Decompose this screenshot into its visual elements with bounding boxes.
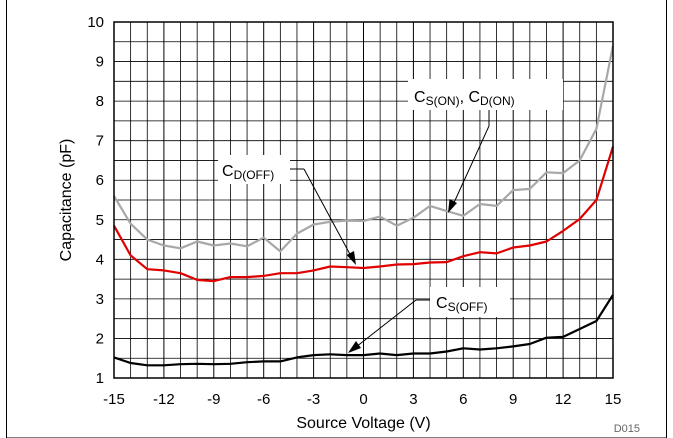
y-tick-label: 10 bbox=[87, 14, 104, 31]
annotation-soff-label: CS(OFF) bbox=[436, 295, 488, 314]
x-tick-label: 6 bbox=[459, 391, 467, 408]
annotation-on-box bbox=[408, 79, 563, 110]
annotation-on-sub2: D(ON) bbox=[480, 94, 515, 108]
x-tick-label: 9 bbox=[509, 391, 517, 408]
x-tick-label: -15 bbox=[103, 391, 125, 408]
annotation-doff-box bbox=[218, 155, 290, 184]
grid bbox=[114, 22, 613, 378]
y-tick-label: 6 bbox=[96, 172, 104, 189]
y-tick-label: 3 bbox=[96, 291, 104, 308]
annotation-on-sub1: S(ON) bbox=[426, 94, 460, 108]
annotation-on-sep: , bbox=[460, 89, 469, 106]
series-line-s-off bbox=[113, 294, 614, 367]
annotation-doff-label: CD(OFF) bbox=[222, 163, 274, 182]
annotation-doff-arrowhead bbox=[346, 251, 356, 265]
y-tick-label: 5 bbox=[96, 212, 104, 229]
annotation-soff-box bbox=[430, 287, 510, 317]
y-tick-label: 2 bbox=[96, 330, 104, 347]
x-axis-title: Source Voltage (V) bbox=[296, 415, 430, 432]
annotation-soff-arrow-line bbox=[355, 299, 417, 348]
figure-code: D015 bbox=[614, 423, 640, 435]
annotation-doff-arrow-line bbox=[303, 168, 353, 259]
annotation-on-c2: C bbox=[468, 89, 480, 106]
annotation-on-arrowhead bbox=[448, 199, 457, 213]
annotation-on-arrow-line bbox=[451, 125, 490, 208]
x-tick-labels: -15 -12 -9 -6 -3 0 3 6 9 12 15 bbox=[103, 391, 621, 408]
annotation-on-label: CS(ON), CD(ON) bbox=[414, 89, 515, 108]
plot-area-border bbox=[113, 21, 614, 379]
figure-border bbox=[6, 0, 667, 438]
annotation-doff-c: C bbox=[222, 163, 234, 180]
series-line-on bbox=[113, 45, 615, 253]
x-tick-label: -3 bbox=[307, 391, 320, 408]
x-tick-label: -6 bbox=[257, 391, 270, 408]
annotation-soff: CS(OFF) bbox=[348, 287, 510, 353]
y-axis-title: Capacitance (pF) bbox=[58, 139, 75, 262]
x-tick-label: 12 bbox=[555, 391, 572, 408]
annotation-soff-c: C bbox=[436, 295, 448, 312]
annotation-on-c1: C bbox=[414, 89, 426, 106]
x-tick-label: -9 bbox=[207, 391, 220, 408]
x-tick-label: 15 bbox=[605, 391, 622, 408]
y-tick-label: 8 bbox=[96, 93, 104, 110]
series-lines bbox=[113, 45, 615, 367]
x-tick-label: 3 bbox=[409, 391, 417, 408]
annotation-doff: CD(OFF) bbox=[218, 155, 356, 265]
annotation-soff-arrowhead bbox=[348, 341, 361, 353]
annotation-soff-sub: S(OFF) bbox=[448, 300, 488, 314]
y-tick-label: 9 bbox=[96, 54, 104, 71]
x-tick-label: -12 bbox=[153, 391, 175, 408]
y-tick-labels: 1 2 3 4 5 6 7 8 9 10 bbox=[87, 14, 104, 387]
series-line-d-off bbox=[113, 146, 615, 283]
y-tick-label: 4 bbox=[96, 251, 104, 268]
y-tick-label: 7 bbox=[96, 133, 104, 150]
y-tick-label: 1 bbox=[96, 370, 104, 387]
annotation-on: CS(ON), CD(ON) bbox=[408, 79, 563, 213]
x-tick-label: 0 bbox=[359, 391, 367, 408]
annotation-doff-sub: D(OFF) bbox=[234, 168, 275, 182]
